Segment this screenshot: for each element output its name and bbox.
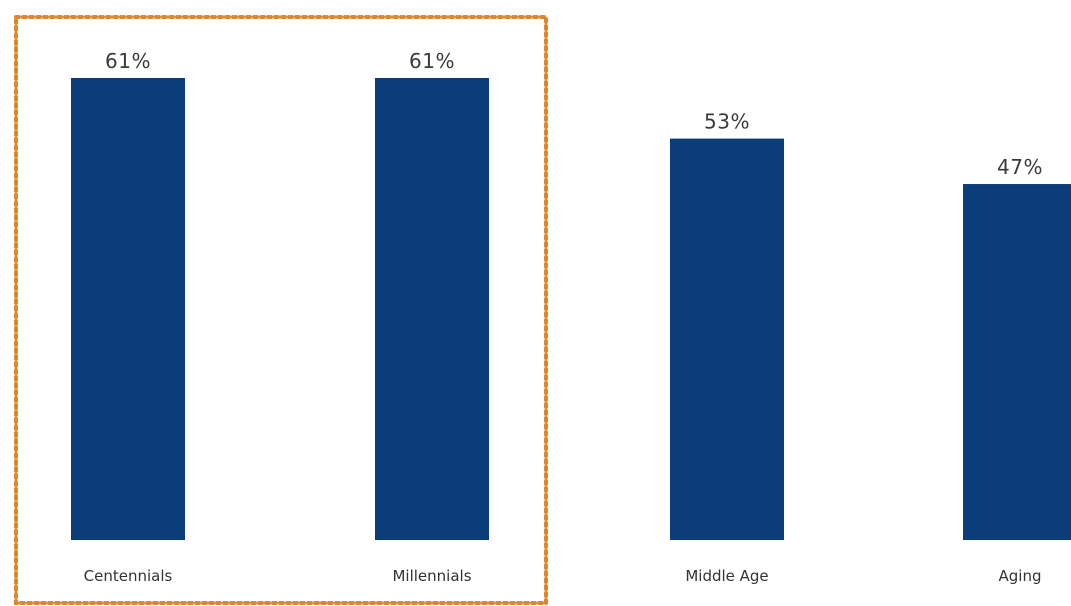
bar-aging (963, 184, 1071, 541)
category-label-millennials: Millennials (392, 567, 471, 585)
bar-millennials (375, 78, 489, 540)
category-label-aging: Aging (999, 567, 1042, 585)
value-label-centennials: 61% (105, 49, 151, 73)
bar-middle-age (670, 138, 784, 541)
category-label-centennials: Centennials (84, 567, 173, 585)
value-label-middle-age: 53% (704, 110, 750, 134)
highlight-box (14, 15, 548, 605)
value-label-aging: 47% (997, 155, 1043, 179)
value-labels-group: 61% 61% 53% 47% (105, 49, 1043, 179)
category-label-middle-age: Middle Age (685, 567, 768, 585)
bars-group (71, 78, 1071, 541)
category-labels-group: Centennials Millennials Middle Age Aging (84, 567, 1042, 585)
value-label-millennials: 61% (409, 49, 455, 73)
bar-centennials (71, 78, 185, 540)
